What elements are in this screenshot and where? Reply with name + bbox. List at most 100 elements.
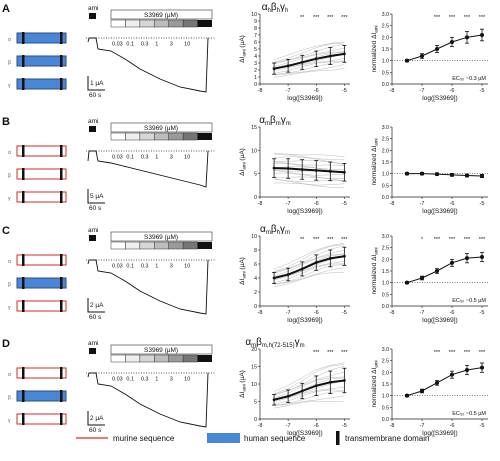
concentration-label: 0.1 xyxy=(126,264,134,270)
transmembrane-domain xyxy=(22,277,25,289)
transmembrane-domain xyxy=(22,145,25,157)
transmembrane-domain xyxy=(22,390,25,402)
data-point xyxy=(480,255,484,259)
title-subscript: m xyxy=(276,121,281,127)
significance-stars: ** xyxy=(300,237,305,243)
data-point xyxy=(342,254,346,258)
significance-stars: *** xyxy=(464,15,471,21)
concentration-label: 0.03 xyxy=(112,377,123,383)
plot-B-normalized: 0.0 0.5 1.0 1.5 2.0 2.5 3.0 -8 -7 -6 -5 log([S3969]… xyxy=(371,125,488,215)
subunit-bar xyxy=(16,254,67,266)
data-point xyxy=(314,261,318,264)
individual-trace xyxy=(274,264,345,285)
ami-bar xyxy=(89,126,96,132)
concentration-label: 10 xyxy=(184,377,190,383)
concentration-label: 0.03 xyxy=(112,264,123,270)
significance-stars: *** xyxy=(327,15,334,21)
drug-header-box xyxy=(110,231,213,242)
individual-trace xyxy=(273,41,345,61)
concentration-label: 10 xyxy=(184,264,190,270)
y-axis-label: normalized ΔIami xyxy=(371,247,379,294)
y-tick-label: 0.5 xyxy=(382,292,389,298)
x-tick-label: -8 xyxy=(390,310,395,316)
x-tick-label: -7 xyxy=(286,310,291,316)
individual-trace xyxy=(274,160,345,165)
subunit-schematic: α β γ xyxy=(8,145,67,203)
data-point xyxy=(465,35,469,40)
data-point xyxy=(405,393,409,398)
y-axis-label: normalized ΔIami xyxy=(371,360,379,407)
y-tick-label: 3.0 xyxy=(382,12,389,18)
trace-line xyxy=(87,259,209,315)
y-label-unit: (µA) xyxy=(239,257,246,271)
y-tick-label: 0.5 xyxy=(382,70,389,76)
concentration-box xyxy=(139,354,155,363)
x-tick-label: -7 xyxy=(420,423,425,429)
transmembrane-domain xyxy=(22,367,25,379)
x-tick-label: -5 xyxy=(342,423,347,429)
concentration-label: 0.03 xyxy=(112,155,123,161)
data-point xyxy=(405,280,409,285)
x-tick-label: -6 xyxy=(450,88,455,94)
concentration-label: 0.3 xyxy=(141,155,149,161)
y-tick-label: 0.0 xyxy=(382,82,389,88)
title-subscript: m xyxy=(266,230,271,236)
transmembrane-domain xyxy=(22,168,25,180)
subunit-label: α xyxy=(8,37,11,43)
individual-trace xyxy=(274,395,345,407)
data-point xyxy=(286,167,290,170)
data-point xyxy=(405,58,409,63)
concentration-label: 0.03 xyxy=(112,42,123,48)
y-label-main: ΔI xyxy=(239,391,246,397)
significance-stars: *** xyxy=(464,237,471,243)
y-tick-label: 2 xyxy=(254,290,257,296)
y-tick-label: 2.5 xyxy=(382,246,389,252)
significance-stars: *** xyxy=(434,237,441,243)
ami-end-bar xyxy=(197,20,212,27)
y-tick-label: 1.0 xyxy=(382,172,389,178)
y-axis-label: ΔIami (µA) xyxy=(239,35,247,63)
title-subscript: h xyxy=(267,8,270,14)
title-symbol: β xyxy=(270,115,276,126)
x-tick-label: -7 xyxy=(286,423,291,429)
y-axis-label: ΔIami (µA) xyxy=(239,257,247,285)
y-tick-label: 0.5 xyxy=(382,405,389,411)
x-tick-label: -7 xyxy=(420,88,425,94)
individual-trace xyxy=(274,156,345,165)
concentration-box xyxy=(168,354,184,363)
subunit-bar xyxy=(16,55,67,67)
transmembrane-domain xyxy=(60,300,63,312)
y-label-sub: ami xyxy=(374,138,379,145)
concentration-label: 1 xyxy=(155,264,158,270)
x-tick-label: -7 xyxy=(286,201,291,207)
data-point xyxy=(450,260,454,265)
y-tick-label: 0 xyxy=(254,304,257,310)
data-point xyxy=(300,60,304,64)
y-tick-label: 10 xyxy=(251,12,257,18)
y-label-main: normalized ΔI xyxy=(371,368,378,408)
y-label-main: ΔI xyxy=(239,169,246,175)
current-trace: ami S3969 (µM) 0.03 0.1 0.3 1 3 10 5 µA 60 s xyxy=(86,118,215,212)
y-tick-label: 1.0 xyxy=(382,281,389,287)
title-symbol: α xyxy=(260,224,266,235)
ami-end-bar xyxy=(197,242,212,249)
y-tick-label: 8 xyxy=(254,26,257,32)
ami-bar xyxy=(89,235,96,241)
drug-header-box xyxy=(110,9,213,20)
individual-trace xyxy=(274,153,345,161)
concentration-box xyxy=(168,19,184,28)
y-tick-label: 6 xyxy=(254,262,257,268)
data-point xyxy=(420,276,424,280)
transmembrane-domain xyxy=(22,78,25,90)
y-tick-label: 1.5 xyxy=(382,382,389,388)
title-symbol: α xyxy=(245,337,251,348)
significance-stars: *** xyxy=(449,15,456,21)
mean-line xyxy=(407,173,483,177)
plot-C-normalized: 0.0 0.5 1.0 1.5 2.0 2.5 3.0 -8 -7 -6 -5 log([S3969]… xyxy=(371,234,488,324)
subunit-bar xyxy=(16,32,67,44)
significance-stars: *** xyxy=(327,350,334,356)
concentration-box xyxy=(139,241,155,250)
subunit-label: α xyxy=(8,372,11,378)
